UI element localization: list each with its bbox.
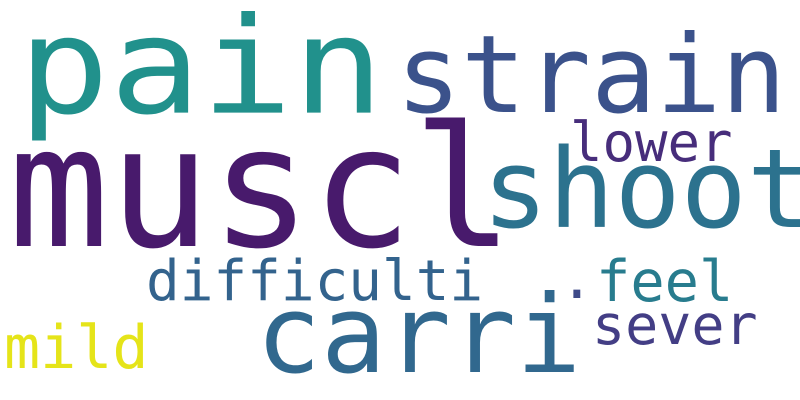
word-feel: feel xyxy=(596,249,734,315)
word-shoot: shoot xyxy=(482,125,800,253)
word-strain: strain xyxy=(396,13,787,138)
word-sever: sever xyxy=(592,293,758,357)
word-muscl: muscl xyxy=(8,90,514,286)
word-dot: . xyxy=(560,247,594,312)
word-lower: lower xyxy=(570,111,733,174)
word-mild: mild xyxy=(4,313,149,383)
word-pain: pain xyxy=(18,0,385,145)
word-difficulti: difficulti xyxy=(146,249,484,314)
word-carri: carri xyxy=(256,273,582,398)
